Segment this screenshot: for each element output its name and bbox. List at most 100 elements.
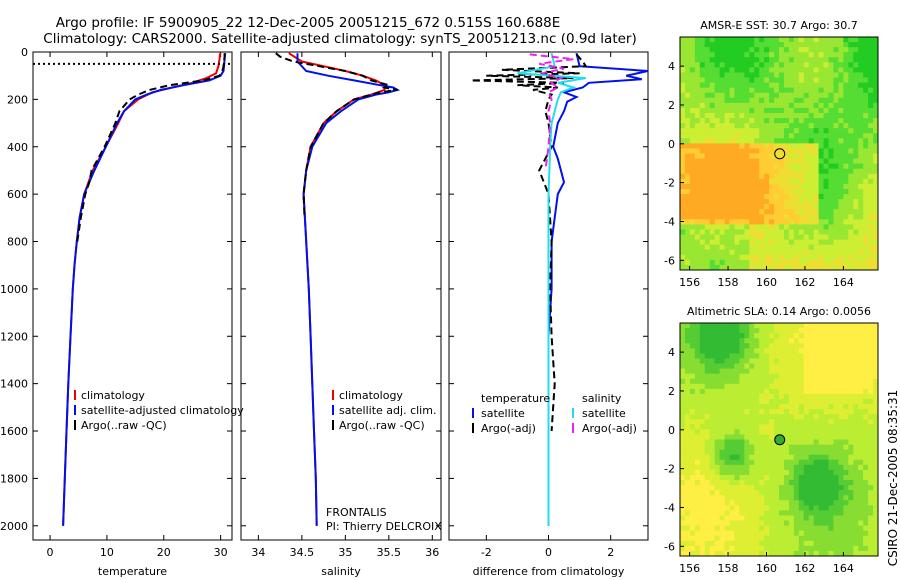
sla-map-cell xyxy=(754,444,760,451)
sla-map-cell xyxy=(833,454,839,461)
sst-map-cell xyxy=(759,219,765,225)
sst-map-cell xyxy=(803,204,810,210)
sst-map-cell xyxy=(774,259,780,266)
sla-map-cell xyxy=(694,444,701,451)
sla-map-cell xyxy=(709,444,716,451)
sla-map-cell xyxy=(749,338,755,344)
sla-map-cell xyxy=(808,368,815,375)
sst-map-cell xyxy=(680,194,686,200)
difference-xtick-label: 2 xyxy=(607,546,614,559)
sla-map-cell xyxy=(783,424,790,430)
sst-map-cell xyxy=(724,128,730,134)
sst-map-cell xyxy=(873,52,879,58)
sst-map-cell xyxy=(694,148,701,154)
sst-map-cell xyxy=(724,57,730,63)
sla-map-cell xyxy=(823,323,829,329)
sst-map-cell xyxy=(803,138,810,144)
sla-map-cell xyxy=(808,343,815,349)
sst-map-cell xyxy=(858,92,864,99)
sst-map-cell xyxy=(808,234,815,241)
sst-map-cell xyxy=(769,37,775,43)
sla-map-cell xyxy=(764,545,770,552)
sst-map-cell xyxy=(863,234,869,241)
sst-map-cell xyxy=(818,199,824,205)
sst-map-cell xyxy=(863,183,869,190)
sla-map-cell xyxy=(719,505,725,511)
sla-map-cell xyxy=(724,419,730,425)
sst-map-cell xyxy=(823,52,829,58)
sst-map-cell xyxy=(739,239,745,246)
sla-map-cell xyxy=(680,393,686,400)
sst-map-cell xyxy=(863,82,869,89)
sst-map-cell xyxy=(684,72,691,78)
sla-map-cell xyxy=(828,363,834,369)
sla-map-cell xyxy=(689,424,696,430)
sla-map-cell xyxy=(788,454,795,461)
sla-map-cell xyxy=(759,393,765,400)
sst-map-cell xyxy=(818,173,824,180)
sst-map-cell xyxy=(729,249,735,256)
sla-map-cell xyxy=(774,323,780,329)
sst-map-cell xyxy=(793,42,800,48)
sst-map-cell xyxy=(744,128,750,134)
sla-map-cell xyxy=(833,490,839,496)
sst-map-cell xyxy=(803,112,810,119)
sst-map-cell xyxy=(764,128,770,134)
sla-map-cell xyxy=(734,373,740,380)
sst-map-cell xyxy=(694,118,701,124)
sst-map-cell xyxy=(709,67,716,73)
sla-map-cell xyxy=(843,459,849,466)
sla-map-cell xyxy=(828,333,834,339)
sst-map-cell xyxy=(788,229,795,235)
difference-xlabel: difference from climatology xyxy=(473,565,625,578)
sst-map-cell xyxy=(873,97,879,104)
sla-map-cell xyxy=(754,429,760,435)
sla-map-cell xyxy=(873,348,879,354)
sst-map-cell xyxy=(709,37,716,43)
sst-map-cell xyxy=(709,123,716,129)
sst-map-cell xyxy=(734,97,740,104)
sst-map-cell xyxy=(684,77,691,83)
sla-map-cell xyxy=(793,393,800,400)
sla-map-cell xyxy=(759,454,765,461)
sst-map-cell xyxy=(863,67,869,73)
sla-map-cell xyxy=(818,434,824,440)
sst-map-cell xyxy=(769,178,775,185)
sla-map-cell xyxy=(848,500,854,506)
sla-map-cell xyxy=(704,378,711,385)
sst-map-cell xyxy=(754,239,760,246)
sla-map-cell xyxy=(783,409,790,415)
sla-map-cell xyxy=(754,393,760,400)
sst-map-cell xyxy=(788,112,795,119)
sst-map-cell xyxy=(714,188,720,195)
sst-map-cell xyxy=(724,67,730,73)
sst-map-cell xyxy=(774,112,780,119)
sla-map-cell xyxy=(808,373,815,380)
sla-map-cell xyxy=(848,530,854,537)
sst-map-cell xyxy=(863,138,869,144)
sst-map-cell xyxy=(734,209,740,215)
sst-map-cell xyxy=(813,168,819,175)
sst-map-cell xyxy=(704,72,711,78)
sst-map-cell xyxy=(749,249,755,256)
sst-map-cell xyxy=(704,168,711,175)
sla-map-cell xyxy=(769,490,775,496)
sst-map-cell xyxy=(689,219,696,225)
sla-map-cell xyxy=(709,530,716,537)
temperature-series-climatology xyxy=(62,53,222,526)
sst-map-cell xyxy=(818,254,824,261)
sst-map-cell xyxy=(868,42,874,48)
sla-map-cell xyxy=(749,393,755,400)
sst-map-cell xyxy=(729,47,735,53)
sla-map-cell xyxy=(684,358,691,364)
sla-map-cell xyxy=(828,490,834,496)
sst-map-cell xyxy=(764,158,770,165)
sst-map-cell xyxy=(788,209,795,215)
sst-map-cell xyxy=(788,102,795,109)
sst-map-cell xyxy=(694,153,701,159)
sst-map-cell xyxy=(714,244,720,251)
sst-map-cell xyxy=(838,47,844,53)
sla-map-cell xyxy=(724,540,730,547)
sst-map-cell xyxy=(833,153,839,159)
sla-map-cell xyxy=(808,429,815,435)
